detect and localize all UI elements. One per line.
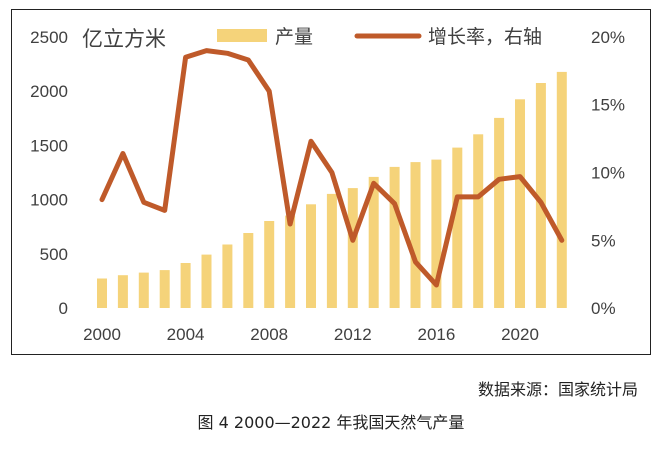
legend-bar-label: 产量 <box>275 26 313 48</box>
growth-point-2001 <box>122 153 124 154</box>
unit-label: 亿立方米 <box>82 27 166 51</box>
bar-2003 <box>159 270 170 308</box>
growth-point-2005 <box>206 50 207 52</box>
growth-point-2019 <box>498 178 500 180</box>
bar-2005 <box>201 254 212 308</box>
growth-point-2014 <box>394 203 396 205</box>
data-source: 数据来源：国家统计局 <box>477 380 638 399</box>
bar-2021 <box>535 83 546 308</box>
left-tick-label: 0 <box>59 299 68 318</box>
growth-point-2015 <box>415 261 416 263</box>
growth-point-2017 <box>456 196 458 198</box>
bar-2010 <box>306 204 316 308</box>
bar-2009 <box>285 215 296 308</box>
x-tick-label: 2000 <box>83 325 121 344</box>
chart-frame: 0 500 1000 1500 2000 2500 0% 5% 10% 15% 20% 2000 2… <box>11 9 651 355</box>
growth-line-layer <box>99 48 565 288</box>
bar-2019 <box>494 117 505 309</box>
bar-2004 <box>180 263 191 308</box>
growth-point-2011 <box>331 172 333 173</box>
right-tick-label: 15% <box>591 96 625 115</box>
bar-2008 <box>264 221 275 308</box>
bar-2020 <box>515 99 525 308</box>
legend-line-label: 增长率，右轴 <box>428 26 542 48</box>
bar-2014 <box>389 166 400 308</box>
right-tick-label: 20% <box>591 28 625 47</box>
bar-2012 <box>347 188 358 308</box>
x-tick-label: 2016 <box>417 325 455 344</box>
legend: 产量 增长率，右轴 <box>217 26 542 48</box>
x-tick-label: 2004 <box>167 325 205 344</box>
right-tick-label: 5% <box>591 231 616 250</box>
growth-point-2020 <box>519 176 521 178</box>
bar-2015 <box>410 162 421 308</box>
bar-2018 <box>473 134 484 308</box>
x-axis-ticks: 2000 2004 2008 2012 2016 2020 <box>83 325 539 344</box>
growth-point-2022 <box>561 239 563 241</box>
bar-2013 <box>368 176 379 308</box>
growth-point-2000 <box>101 199 103 201</box>
growth-point-2004 <box>185 56 187 58</box>
left-tick-label: 1000 <box>30 191 68 210</box>
growth-point-2008 <box>268 90 270 92</box>
growth-point-2012 <box>352 239 354 241</box>
growth-point-2006 <box>226 52 228 54</box>
bar-2016 <box>431 159 442 308</box>
bar-2007 <box>243 233 254 308</box>
production-bars <box>97 71 567 309</box>
bar-2002 <box>138 272 149 308</box>
growth-point-2021 <box>540 201 542 203</box>
x-tick-label: 2020 <box>501 325 539 344</box>
growth-point-2013 <box>373 182 375 184</box>
bar-2022 <box>556 71 567 309</box>
left-tick-label: 2500 <box>30 28 68 47</box>
x-tick-label: 2012 <box>334 325 372 344</box>
legend-bar-swatch <box>217 29 267 42</box>
growth-point-2003 <box>164 209 166 211</box>
bar-2001 <box>117 275 128 308</box>
growth-point-2002 <box>143 201 145 203</box>
x-tick-label: 2008 <box>250 325 288 344</box>
right-axis-ticks: 0% 5% 10% 15% 20% <box>591 28 625 318</box>
right-tick-label: 10% <box>591 164 625 183</box>
bar-2011 <box>326 193 337 308</box>
growth-point-2009 <box>289 223 291 225</box>
left-tick-label: 2000 <box>30 82 68 101</box>
growth-point-2016 <box>435 284 437 286</box>
growth-point-2018 <box>477 196 479 198</box>
bar-2006 <box>222 244 233 308</box>
left-tick-label: 1500 <box>30 136 68 155</box>
bar-2000 <box>97 278 107 308</box>
figure-caption: 图 4 2000—2022 年我国天然气产量 <box>197 413 465 432</box>
right-tick-label: 0% <box>591 299 616 318</box>
bar-2017 <box>452 147 463 308</box>
growth-point-2007 <box>247 59 249 61</box>
growth-point-2010 <box>310 140 312 142</box>
left-axis-ticks: 0 500 1000 1500 2000 2500 <box>30 28 68 318</box>
left-tick-label: 500 <box>40 245 68 264</box>
